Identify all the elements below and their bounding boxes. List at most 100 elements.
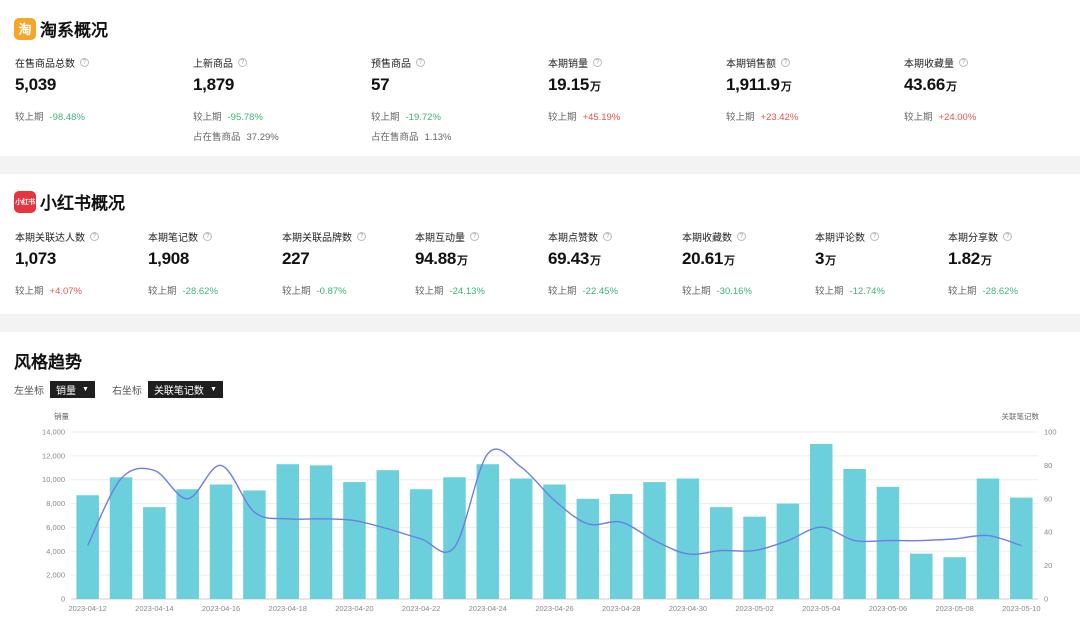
taobao-metric-card: 在售商品总数? 5,039 较上期 -98.48%	[15, 55, 89, 123]
question-help-icon[interactable]: ?	[737, 232, 746, 241]
style-trend-section: 风格趋势 左坐标 销量 ▼ 右坐标 关联笔记数 ▼ 0 2,000 4,000 6,0…	[0, 332, 1080, 630]
metric-label-text: 本期互动量	[415, 233, 465, 244]
left-axis-dropdown[interactable]: 销量 ▼	[50, 381, 95, 398]
bar-sales	[976, 478, 1000, 599]
line-related-notes	[87, 448, 1022, 555]
question-help-icon[interactable]: ?	[90, 232, 99, 241]
question-help-icon[interactable]: ?	[416, 58, 425, 67]
bar-sales	[143, 507, 166, 599]
comparison-label: 较上期	[148, 286, 177, 297]
taobao-metric-card: 本期销售额? 1,911.9万 较上期 +23.42%	[726, 55, 798, 123]
bar-sales	[843, 468, 866, 599]
x-tick-label: 2023-04-14	[135, 604, 173, 613]
comparison-percent: -0.87%	[316, 286, 347, 297]
metric-value: 1,879	[193, 75, 279, 95]
question-help-icon[interactable]: ?	[470, 232, 479, 241]
metric-ratio: 占在售商品 1.13%	[371, 129, 451, 143]
comparison-percent: -95.78%	[227, 112, 263, 123]
metric-label-text: 预售商品	[371, 59, 411, 70]
y2-tick-label: 100	[1044, 428, 1057, 437]
bar-sales	[576, 498, 600, 599]
metric-label-text: 本期销量	[548, 59, 588, 70]
metric-label: 本期笔记数?	[148, 229, 218, 244]
question-help-icon[interactable]: ?	[238, 58, 247, 67]
metric-value: 5,039	[15, 75, 89, 95]
comparison-label: 较上期	[548, 286, 577, 297]
bar-sales	[309, 465, 333, 599]
bar-sales	[409, 489, 433, 599]
y-tick-label: 8,000	[46, 499, 65, 508]
metric-value-unit: 万	[946, 81, 957, 93]
left-axis-dropdown-value: 销量	[56, 386, 76, 397]
question-help-icon[interactable]: ?	[80, 58, 89, 67]
metric-value: 1,073	[15, 249, 99, 269]
metric-value-unit: 万	[590, 81, 601, 93]
question-help-icon[interactable]: ?	[959, 58, 968, 67]
metric-comparison: 较上期 -30.16%	[682, 283, 752, 297]
xhs-metric-card: 本期互动量? 94.88万 较上期 -24.13%	[415, 229, 485, 297]
metric-comparison: 较上期 +23.42%	[726, 109, 798, 123]
taobao-section-title: 淘系概况	[40, 21, 108, 40]
xhs-metric-card: 本期收藏数? 20.61万 较上期 -30.16%	[682, 229, 752, 297]
bar-sales	[776, 503, 800, 599]
right-axis-dropdown[interactable]: 关联笔记数 ▼	[147, 381, 223, 398]
y-tick-label: 12,000	[42, 451, 65, 460]
ratio-value: 1.13%	[424, 132, 452, 143]
metric-comparison: 较上期 +45.19%	[548, 109, 620, 123]
trend-section-header: 风格趋势	[14, 348, 82, 373]
metric-label-text: 本期收藏数	[682, 233, 732, 244]
comparison-label: 较上期	[15, 286, 44, 297]
comparison-percent: -22.45%	[582, 286, 618, 297]
comparison-label: 较上期	[904, 112, 933, 123]
bar-sales	[276, 464, 299, 599]
taobao-metric-card: 本期销量? 19.15万 较上期 +45.19%	[548, 55, 620, 123]
bar-sales	[176, 489, 199, 599]
y-tick-label: 4,000	[46, 547, 65, 556]
metric-label: 在售商品总数?	[15, 55, 89, 70]
metric-label: 上新商品?	[193, 55, 279, 70]
metric-value: 43.66万	[904, 75, 976, 95]
bar-sales	[343, 482, 366, 599]
metric-comparison: 较上期 -28.62%	[948, 283, 1018, 297]
comparison-percent: -12.74%	[849, 286, 885, 297]
comparison-label: 较上期	[415, 286, 444, 297]
xhs-metric-card: 本期评论数? 3万 较上期 -12.74%	[815, 229, 885, 297]
xhs-metric-card: 本期笔记数? 1,908 较上期 -28.62%	[148, 229, 218, 297]
metric-comparison: 较上期 -98.48%	[15, 109, 89, 123]
comparison-percent: +45.19%	[582, 112, 621, 123]
metric-label: 本期收藏量?	[904, 55, 976, 70]
comparison-percent: -98.48%	[49, 112, 85, 123]
metric-label-text: 本期点赞数	[548, 233, 598, 244]
axis-controls: 左坐标 销量 ▼ 右坐标 关联笔记数 ▼	[14, 381, 240, 398]
metric-value: 3万	[815, 249, 885, 269]
bar-sales	[609, 494, 633, 599]
question-help-icon[interactable]: ?	[781, 58, 790, 67]
question-help-icon[interactable]: ?	[870, 232, 879, 241]
question-help-icon[interactable]: ?	[593, 58, 602, 67]
comparison-percent: -30.16%	[716, 286, 752, 297]
question-help-icon[interactable]: ?	[203, 232, 212, 241]
ratio-label: 占在售商品	[371, 132, 419, 143]
taobao-logo-icon: 淘	[14, 17, 36, 40]
bar-sales	[1010, 497, 1033, 599]
question-help-icon[interactable]: ?	[357, 232, 366, 241]
comparison-label: 较上期	[371, 112, 400, 123]
metric-label-text: 本期关联达人数	[15, 233, 85, 244]
metric-value: 1.82万	[948, 249, 1018, 269]
metric-label-text: 在售商品总数	[15, 59, 75, 70]
question-help-icon[interactable]: ?	[603, 232, 612, 241]
question-help-icon[interactable]: ?	[1003, 232, 1012, 241]
bar-sales	[910, 553, 933, 599]
y2-tick-label: 0	[1044, 595, 1048, 604]
metric-label: 本期销售额?	[726, 55, 798, 70]
bar-sales	[443, 477, 466, 599]
ratio-label: 占在售商品	[193, 132, 241, 143]
metric-label: 本期分享数?	[948, 229, 1018, 244]
comparison-percent: -28.62%	[982, 286, 1018, 297]
trend-section-title: 风格趋势	[14, 353, 82, 372]
metric-value: 69.43万	[548, 249, 618, 269]
metric-comparison: 较上期 +24.00%	[904, 109, 976, 123]
metric-value-unit: 万	[590, 255, 601, 267]
metric-value-unit: 万	[825, 255, 836, 267]
metric-label: 本期销量?	[548, 55, 620, 70]
